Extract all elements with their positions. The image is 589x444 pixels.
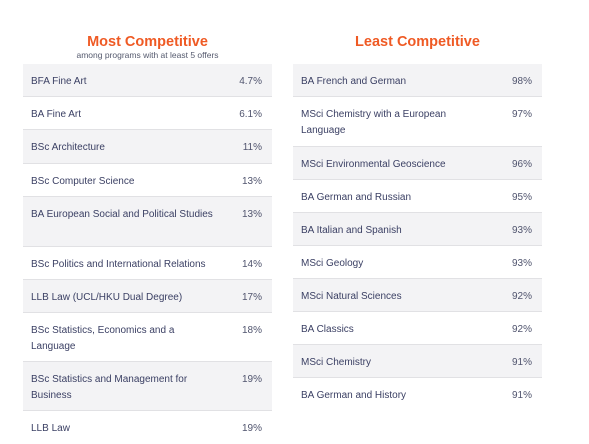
table-row: BSc Politics and International Relations… bbox=[23, 247, 272, 280]
most-competitive-heading: Most Competitive bbox=[87, 34, 208, 50]
program-name: MSci Geology bbox=[301, 258, 364, 269]
program-name: BA French and German bbox=[301, 76, 407, 87]
table-row: MSci Environmental Geoscience 96% bbox=[293, 147, 542, 180]
program-name: BA Fine Art bbox=[31, 109, 82, 120]
most-competitive-subheading: among programs with at least 5 offers bbox=[76, 50, 219, 60]
table-row: BA Italian and Spanish 93% bbox=[293, 213, 542, 246]
acceptance-rate: 4.7% bbox=[239, 76, 262, 87]
table-row: BSc Computer Science 13% bbox=[23, 164, 272, 197]
acceptance-rate: 13% bbox=[241, 176, 262, 187]
program-name: BSc Politics and International Relations bbox=[31, 259, 206, 270]
acceptance-rate: 19% bbox=[241, 423, 262, 434]
program-name: BFA Fine Art bbox=[31, 76, 87, 87]
program-name: BSc Statistics and Management for Busine… bbox=[31, 374, 188, 401]
acceptance-rate: 19% bbox=[241, 374, 262, 385]
acceptance-rate: 93% bbox=[511, 258, 532, 269]
table-row: BFA Fine Art 4.7% bbox=[23, 64, 272, 97]
program-name: BA Italian and Spanish bbox=[301, 225, 402, 236]
program-name: BSc Computer Science bbox=[31, 176, 135, 187]
least-competitive-table: BA French and German 98% MSci Chemistry … bbox=[293, 64, 542, 411]
least-competitive-panel: Least Competitive BA French and German 9… bbox=[293, 0, 542, 401]
acceptance-rate: 6.1% bbox=[239, 109, 262, 120]
program-name: BA European Social and Political Studies bbox=[31, 209, 213, 220]
acceptance-rate: 17% bbox=[241, 292, 262, 303]
program-name: BSc Architecture bbox=[31, 142, 105, 153]
table-row: BA German and Russian 95% bbox=[293, 180, 542, 213]
table-row: BA Fine Art 6.1% bbox=[23, 97, 272, 130]
table-row: BSc Architecture 11% bbox=[23, 130, 272, 164]
program-name: MSci Natural Sciences bbox=[301, 291, 402, 302]
acceptance-rate: 92% bbox=[511, 291, 532, 302]
most-competitive-table: BFA Fine Art 4.7% BA Fine Art 6.1% BSc A… bbox=[23, 64, 272, 444]
most-competitive-panel: Most Competitive among programs with at … bbox=[23, 0, 272, 434]
program-name: MSci Chemistry with a European Language bbox=[301, 109, 447, 136]
table-row: BA French and German 98% bbox=[293, 64, 542, 97]
acceptance-rate: 18% bbox=[241, 325, 262, 336]
acceptance-rate: 93% bbox=[511, 225, 532, 236]
table-row: BSc Statistics and Management for Busine… bbox=[23, 362, 272, 411]
acceptance-rate: 98% bbox=[511, 76, 532, 87]
program-name: BA German and History bbox=[301, 390, 407, 401]
table-row: BA Classics 92% bbox=[293, 312, 542, 345]
program-name: BA Classics bbox=[301, 324, 354, 335]
table-row: LLB Law (UCL/HKU Dual Degree) 17% bbox=[23, 280, 272, 313]
table-row: BSc Statistics, Economics and a Language… bbox=[23, 313, 272, 362]
acceptance-rate: 11% bbox=[242, 142, 262, 153]
program-name: BA German and Russian bbox=[301, 192, 412, 203]
acceptance-rate: 91% bbox=[511, 357, 532, 368]
program-name: LLB Law (UCL/HKU Dual Degree) bbox=[31, 292, 183, 303]
program-name: MSci Environmental Geoscience bbox=[301, 159, 446, 170]
table-row: MSci Geology 93% bbox=[293, 246, 542, 279]
table-row: MSci Chemistry 91% bbox=[293, 345, 542, 378]
acceptance-rate: 13% bbox=[241, 209, 262, 220]
acceptance-rate: 91% bbox=[511, 390, 532, 401]
program-name: BSc Statistics, Economics and a Language bbox=[31, 325, 175, 352]
table-row: MSci Chemistry with a European Language … bbox=[293, 97, 542, 147]
table-row: LLB Law 19% bbox=[23, 411, 272, 444]
acceptance-rate: 97% bbox=[511, 109, 532, 120]
acceptance-rate: 95% bbox=[511, 192, 532, 203]
table-row: BA European Social and Political Studies… bbox=[23, 197, 272, 247]
program-name: LLB Law bbox=[31, 423, 70, 434]
least-competitive-heading: Least Competitive bbox=[355, 34, 480, 50]
acceptance-rate: 14% bbox=[241, 259, 262, 270]
acceptance-rate: 92% bbox=[511, 324, 532, 335]
acceptance-rate: 96% bbox=[511, 159, 532, 170]
program-name: MSci Chemistry bbox=[301, 357, 372, 368]
table-row: BA German and History 91% bbox=[293, 378, 542, 411]
table-row: MSci Natural Sciences 92% bbox=[293, 279, 542, 312]
